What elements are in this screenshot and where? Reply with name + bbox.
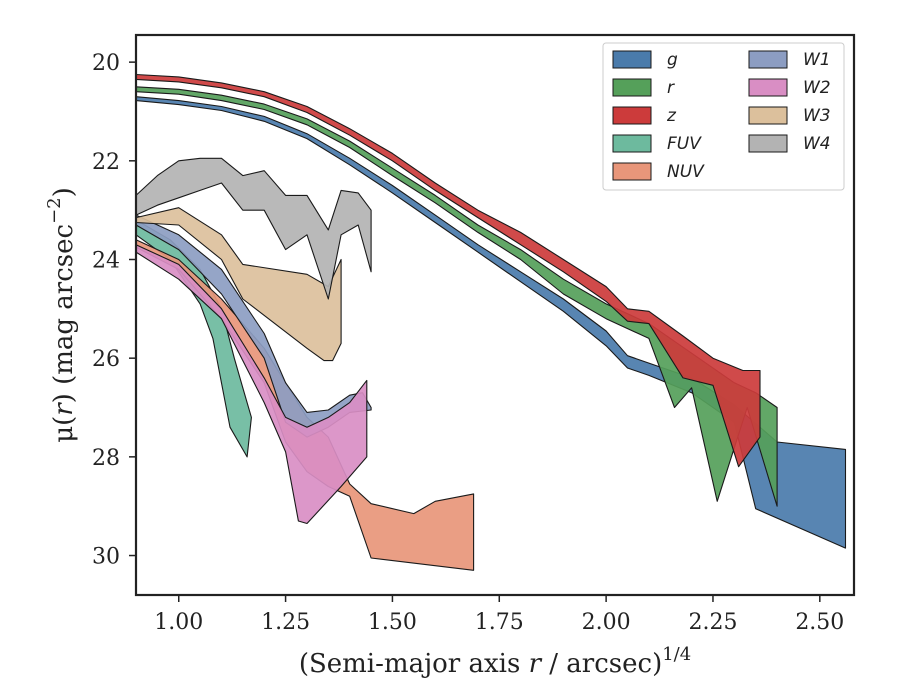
band-r [135,86,778,507]
legend-label-nuv: NUV [667,162,705,182]
legend-label-z: z [666,106,677,126]
legend-swatch-z [612,106,652,125]
legend-swatch-r [612,78,652,97]
legend-swatch-w1 [748,50,788,69]
x-axis-label: (Semi-major axis r / arcsec)1/4 [299,644,691,679]
legend-label-w4: W4 [803,134,831,154]
band-w2 [135,244,368,525]
legend: grz FUV NUV W1 W2 W3 W4 [602,42,845,191]
legend-label-w2: W2 [803,78,831,98]
legend-swatch-w3 [748,106,788,125]
y-axis-label: μ(r) (mag arcsec−2) [44,187,79,443]
x-tick-label: 1.50 [368,610,417,635]
y-tick-label: 28 [92,446,120,471]
y-tick-label: 30 [92,545,120,570]
legend-swatch-fuv [612,134,652,153]
plot-frame [134,33,856,597]
y-tick-label: 20 [92,51,120,76]
legend-label-r: r [667,78,675,98]
band-w1 [135,214,372,438]
legend-swatch-g [612,50,652,69]
band-w4 [135,157,372,300]
legend-label-fuv: FUV [667,134,702,154]
band-w3 [135,207,342,362]
y-tick-label: 26 [92,347,120,372]
legend-swatch-nuv [612,162,652,181]
x-tick-label: 2.25 [688,610,737,635]
band-z [135,73,761,468]
band-layer [135,73,847,571]
legend-swatch-w2 [748,78,788,97]
legend-swatch-w4 [748,134,788,153]
x-tick-label: 2.50 [795,610,844,635]
y-tick-label: 24 [92,248,120,273]
legend-label-w3: W3 [803,106,831,126]
y-tick-label: 22 [92,150,120,175]
x-tick-label: 1.25 [261,610,310,635]
band-g [135,96,847,549]
x-tick-label: 1.00 [154,610,203,635]
legend-label-w1: W1 [803,50,831,70]
x-tick-label: 1.75 [475,610,524,635]
legend-label-g: g [667,50,678,70]
y-axis-ticks: 20 22 24 26 28 30 [92,51,136,570]
x-axis-ticks: 1.00 1.25 1.50 1.75 2.00 2.25 2.50 [154,595,844,635]
x-tick-label: 2.00 [582,610,631,635]
